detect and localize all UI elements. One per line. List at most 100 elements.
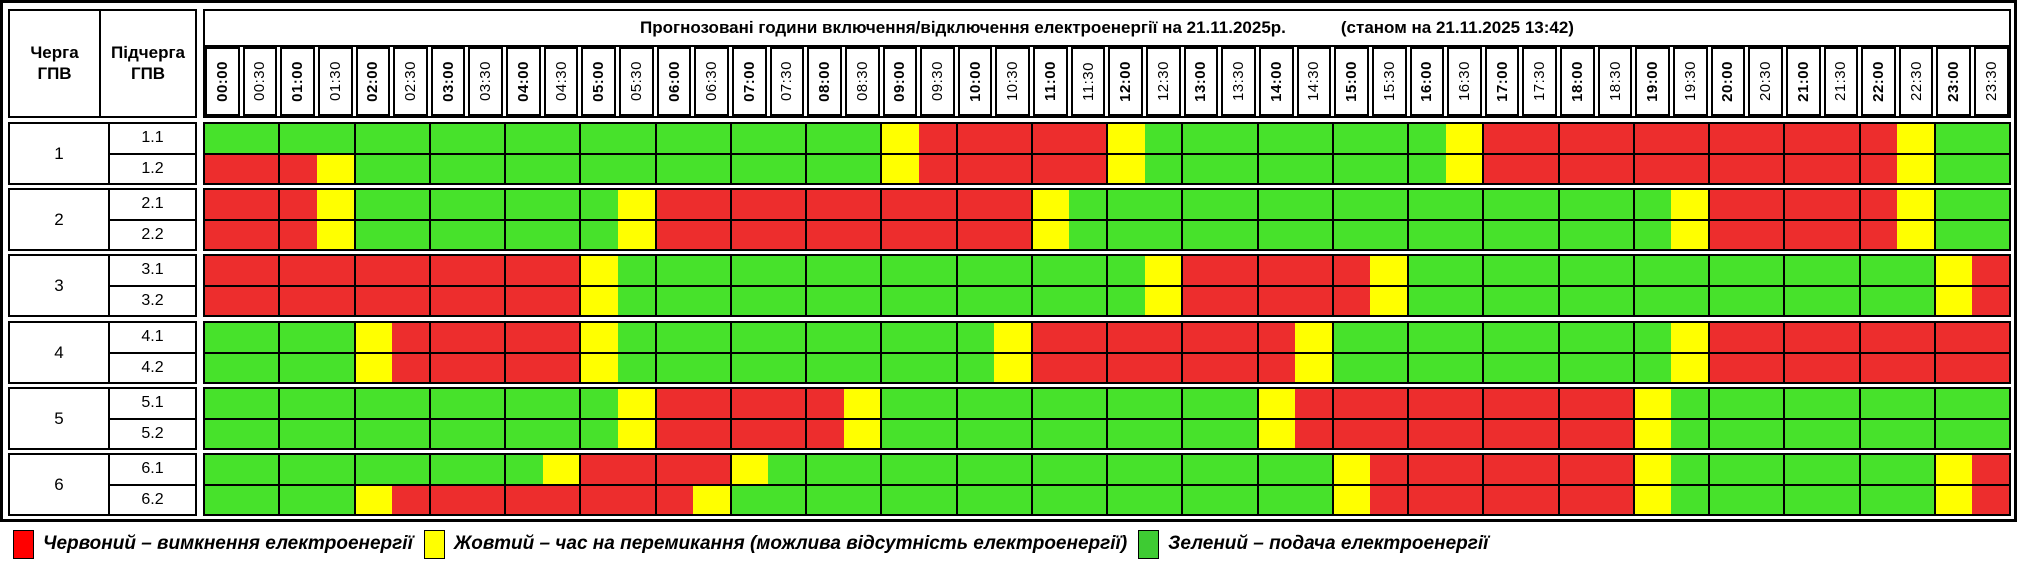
schedule-cell [392, 485, 431, 514]
schedule-cell [1069, 220, 1108, 249]
schedule-cell [1445, 419, 1485, 448]
time-header-cell: 13:00 [1183, 47, 1219, 116]
schedule-cell [355, 256, 393, 285]
schedule-cell [506, 323, 543, 352]
time-header-cell: 06:30 [694, 47, 729, 116]
time-label: 22:30 [1907, 61, 1925, 102]
schedule-cell [1897, 286, 1936, 315]
queue-number: 2 [10, 190, 110, 249]
schedule-cell [241, 323, 281, 352]
schedule-cell [1671, 389, 1710, 418]
schedule-cell [1634, 353, 1672, 382]
subqueue-label: 1.2 [141, 159, 164, 177]
schedule-cell [316, 323, 356, 352]
schedule-cell [467, 455, 506, 484]
schedule-cell [1935, 353, 1973, 382]
schedule-cell [994, 485, 1033, 514]
schedule-cell [1860, 485, 1898, 514]
schedule-cell [768, 419, 807, 448]
schedule-cell [1935, 220, 1973, 249]
schedule-cell [280, 323, 317, 352]
schedule-cell [1370, 286, 1409, 315]
schedule-cell [1409, 256, 1446, 285]
schedule-cell [1559, 323, 1597, 352]
schedule-cell [1144, 286, 1184, 315]
schedule-cell [731, 124, 769, 153]
schedule-cell [1183, 256, 1220, 285]
subqueue-label: 6.2 [141, 490, 164, 508]
queue-3-labels: 3 3.1 3.2 [8, 254, 197, 317]
schedule-cell [1370, 154, 1409, 183]
schedule-cell [617, 220, 657, 249]
schedule-cell [617, 389, 657, 418]
schedule-cell [316, 286, 356, 315]
schedule-cell [467, 323, 506, 352]
schedule-cell [882, 124, 919, 153]
schedule-cell [1860, 286, 1898, 315]
schedule-row-4.1 [205, 323, 2009, 354]
schedule-cell [1108, 220, 1145, 249]
schedule-cell [1032, 256, 1070, 285]
schedule-cell [316, 353, 356, 382]
schedule-cell [1596, 323, 1635, 352]
schedule-cell [1746, 220, 1786, 249]
schedule-cell [241, 419, 281, 448]
schedule-cell [1445, 190, 1485, 219]
schedule-cell [1897, 190, 1936, 219]
schedule-cell [1671, 154, 1710, 183]
schedule-cell [1935, 154, 1973, 183]
time-header-cell: 11:30 [1070, 47, 1106, 116]
schedule-cell [280, 419, 317, 448]
schedule-cell [430, 256, 468, 285]
legend: Червоний – вимкнення електроенергії Жовти… [13, 528, 1488, 560]
time-header-cell: 07:00 [731, 47, 767, 116]
schedule-cell [1484, 455, 1521, 484]
schedule-cell [1785, 419, 1822, 448]
schedule-cell [1409, 286, 1446, 315]
time-label: 13:30 [1230, 61, 1248, 102]
schedule-cell [918, 190, 958, 219]
schedule-cell [768, 353, 807, 382]
schedule-cell [994, 389, 1033, 418]
schedule-cell [1144, 419, 1184, 448]
time-header-cell: 12:30 [1146, 47, 1181, 116]
schedule-cell [656, 286, 694, 315]
schedule-cell [768, 124, 807, 153]
schedule-cell [1559, 455, 1597, 484]
schedule-cell [731, 455, 769, 484]
schedule-cell [1183, 124, 1220, 153]
schedule-cell [656, 485, 694, 514]
schedule-cell [241, 389, 281, 418]
schedule-cell [957, 455, 995, 484]
schedule-cell [1144, 124, 1184, 153]
schedule-cell [1559, 154, 1597, 183]
time-header-cell: 20:30 [1748, 47, 1783, 116]
schedule-cell [506, 154, 543, 183]
schedule-cell [768, 389, 807, 418]
schedule-cell [882, 455, 919, 484]
schedule-cell [1144, 485, 1184, 514]
schedule-cell [1821, 455, 1861, 484]
schedule-row-6.1 [205, 455, 2009, 486]
schedule-cell [918, 323, 958, 352]
schedule-cell [731, 485, 769, 514]
schedule-cell [1710, 124, 1747, 153]
schedule-cell [1258, 323, 1296, 352]
schedule-cell [1258, 389, 1296, 418]
schedule-cell [1520, 485, 1560, 514]
schedule-cell [1596, 455, 1635, 484]
schedule-cell [656, 389, 694, 418]
schedule-cell [1295, 286, 1334, 315]
time-label: 17:30 [1531, 61, 1549, 102]
schedule-cell [768, 190, 807, 219]
schedule-cell [656, 256, 694, 285]
schedule-cell [316, 389, 356, 418]
time-header-cell: 05:30 [619, 47, 654, 116]
schedule-cell [1821, 190, 1861, 219]
schedule-cell [1032, 154, 1070, 183]
schedule-cell [392, 220, 431, 249]
time-header-cell: 14:00 [1258, 47, 1294, 116]
legend-label: Червоний – вимкнення електроенергії [43, 533, 413, 554]
schedule-cell [1520, 190, 1560, 219]
schedule-cell [693, 485, 732, 514]
